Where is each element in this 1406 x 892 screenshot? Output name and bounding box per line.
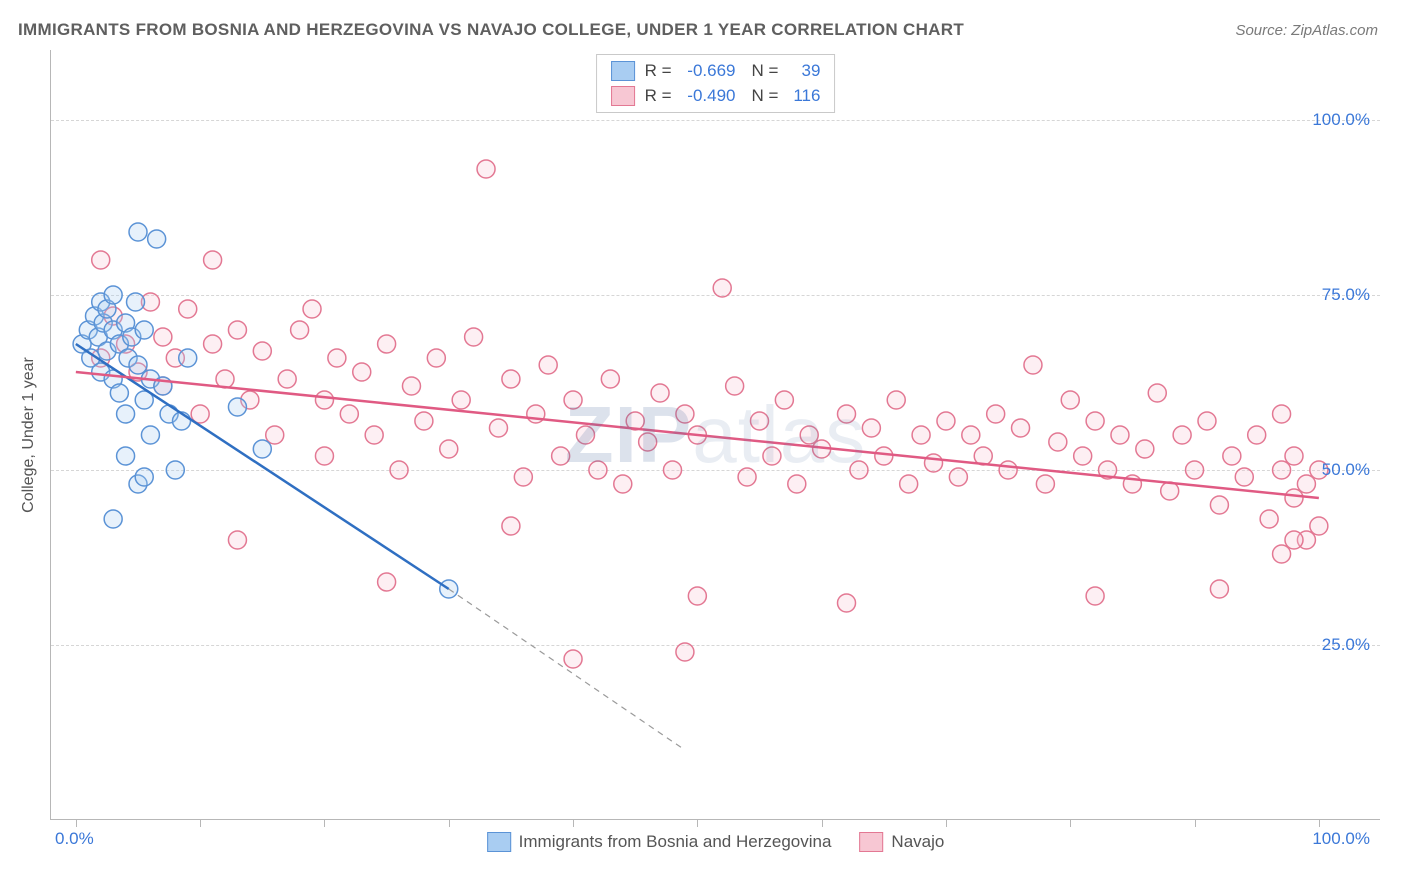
x-tick-max: 100.0%	[1312, 829, 1370, 849]
legend-row-series-0: R = -0.669 N = 39	[611, 59, 821, 84]
plot-area: ZIPatlas R = -0.669 N = 39 R = -0.490 N …	[50, 50, 1380, 820]
n-value-1: 116	[784, 84, 820, 109]
y-tick-label: 75.0%	[1322, 285, 1370, 305]
y-axis-label: College, Under 1 year	[20, 357, 38, 513]
r-label: R =	[645, 84, 672, 109]
legend-label-1: Navajo	[891, 832, 944, 852]
legend-swatch-bottom-0	[487, 832, 511, 852]
legend-item-0: Immigrants from Bosnia and Herzegovina	[487, 832, 832, 852]
y-tick-label: 50.0%	[1322, 460, 1370, 480]
n-label: N =	[752, 59, 779, 84]
y-tick-label: 100.0%	[1312, 110, 1370, 130]
x-tick-min: 0.0%	[55, 829, 94, 849]
scatter-svg	[51, 50, 1380, 819]
r-value-0: -0.669	[678, 59, 736, 84]
legend-row-series-1: R = -0.490 N = 116	[611, 84, 821, 109]
legend-swatch-bottom-1	[859, 832, 883, 852]
n-label: N =	[752, 84, 779, 109]
chart-title: IMMIGRANTS FROM BOSNIA AND HERZEGOVINA V…	[18, 20, 964, 40]
series-legend: Immigrants from Bosnia and Herzegovina N…	[487, 832, 945, 852]
n-value-0: 39	[784, 59, 820, 84]
r-value-1: -0.490	[678, 84, 736, 109]
correlation-legend: R = -0.669 N = 39 R = -0.490 N = 116	[596, 54, 836, 113]
legend-label-0: Immigrants from Bosnia and Herzegovina	[519, 832, 832, 852]
legend-swatch-0	[611, 61, 635, 81]
legend-item-1: Navajo	[859, 832, 944, 852]
source-credit: Source: ZipAtlas.com	[1235, 22, 1378, 39]
r-label: R =	[645, 59, 672, 84]
legend-swatch-1	[611, 86, 635, 106]
y-tick-label: 25.0%	[1322, 635, 1370, 655]
